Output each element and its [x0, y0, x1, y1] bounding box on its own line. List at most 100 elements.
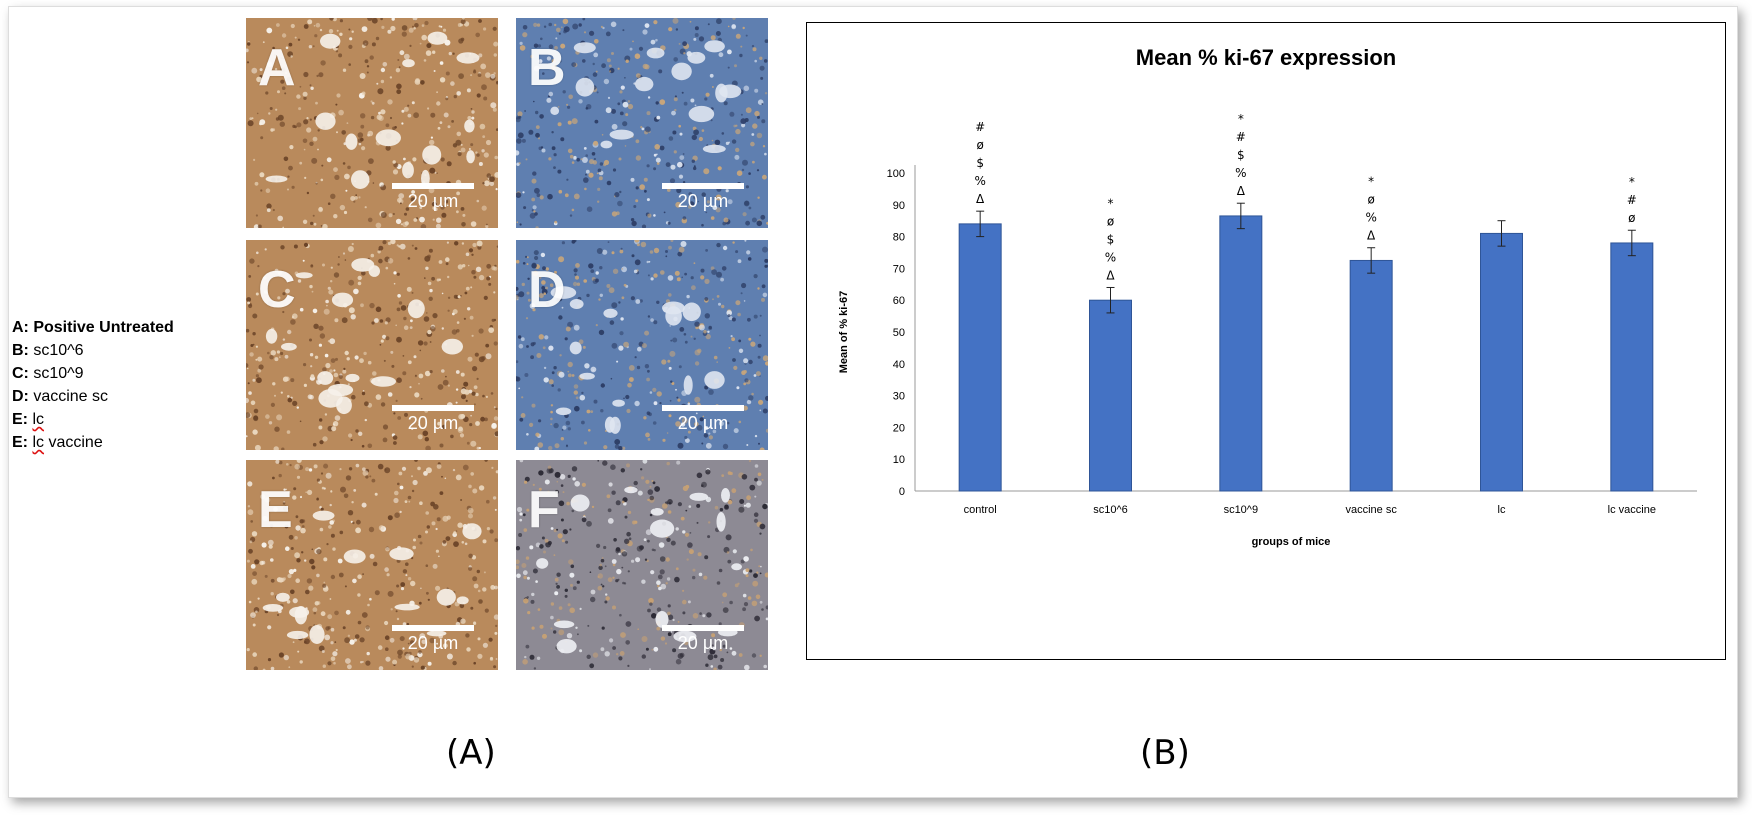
significance-marker: ø [1367, 193, 1374, 207]
y-tick-label: 20 [893, 422, 905, 434]
x-axis-label: groups of mice [1252, 536, 1331, 548]
scale-bar-line [392, 625, 474, 631]
significance-marker: * [1629, 175, 1635, 189]
significance-marker: * [1368, 175, 1374, 189]
scale-bar: 20 µm [392, 625, 474, 654]
caption-b: (B) [1140, 733, 1190, 773]
scale-bar: 20 µm [392, 405, 474, 434]
bar [1349, 259, 1393, 492]
chart-title: Mean % ki-67 expression [1136, 45, 1396, 70]
legend-item: D: vaccine sc [12, 385, 174, 408]
scale-bar-label: 20 µm [677, 191, 729, 211]
micrograph-panels: A 20 µm B 20 µm C 20 µm D 20 µm E 20 µm F 20 µm [246, 18, 786, 670]
micrograph-panel: A 20 µm [246, 18, 498, 228]
significance-marker: % [1105, 250, 1116, 264]
bar [958, 223, 1002, 492]
y-tick-label: 60 [893, 295, 905, 307]
legend-key: E: [12, 434, 33, 451]
significance-marker: # [975, 120, 985, 134]
micrograph-image [516, 18, 768, 228]
x-tick-label: lc vaccine [1608, 504, 1656, 516]
panel-legend: A: Positive Untreated B: sc10^6 C: sc10^9 D… [12, 316, 174, 454]
y-tick-label: 10 [893, 454, 905, 466]
y-tick-label: 80 [893, 232, 905, 244]
bar [1610, 242, 1654, 492]
panel-letter: D [528, 261, 566, 319]
significance-marker: $ [976, 156, 984, 170]
significance-marker: * [1108, 196, 1114, 210]
micrograph-panel: C 20 µm [246, 240, 498, 450]
micrograph-image [516, 240, 768, 450]
legend-key: B: [12, 342, 34, 359]
significance-marker: Δ [1367, 229, 1376, 243]
significance-marker: ø [1107, 214, 1114, 228]
chart-box: Mean % ki-67 expression 0 10 20 30 40 50 60 70 80… [806, 22, 1726, 660]
y-tick-label: 50 [893, 327, 905, 339]
scale-bar: 20 µm [662, 183, 744, 212]
legend-text: sc10^9 [33, 365, 84, 382]
micrograph-image [246, 460, 498, 670]
significance-marker: ø [1628, 211, 1635, 225]
legend-item: E: lc vaccine [12, 431, 174, 454]
y-tick-label: 40 [893, 359, 905, 371]
panel-letter: F [528, 481, 560, 539]
scale-bar: 20 µm [662, 405, 744, 434]
scale-bar: 20 µm [662, 625, 744, 654]
x-tick-label: sc10^6 [1093, 504, 1128, 516]
significance-marker: Δ [1237, 184, 1246, 198]
scale-bar: 20 µm [392, 183, 474, 212]
panel-letter: A [258, 39, 296, 97]
x-tick-label: sc10^9 [1224, 504, 1259, 516]
legend-item: B: sc10^6 [12, 339, 174, 362]
micrograph-panel: D 20 µm [516, 240, 768, 450]
legend-text: Positive Untreated [33, 319, 174, 336]
x-tick-label: lc [1498, 504, 1506, 516]
significance-marker: * [1238, 112, 1244, 126]
legend-text: lc vaccine [32, 434, 103, 451]
scale-bar-line [392, 405, 474, 411]
panel-letter: C [258, 261, 296, 319]
micrograph-panel: B 20 µm [516, 18, 768, 228]
y-tick-label: 0 [899, 486, 905, 498]
legend-item: E: lc [12, 408, 174, 431]
significance-marker: # [1627, 193, 1637, 207]
legend-item: A: Positive Untreated [12, 316, 174, 339]
scale-bar-line [662, 183, 744, 189]
scale-bar-line [392, 183, 474, 189]
panel-letter: B [528, 39, 566, 97]
micrograph-panel: E 20 µm [246, 460, 498, 670]
scale-bar-label: 20 µm [677, 413, 729, 433]
significance-marker: % [1235, 166, 1246, 180]
significance-marker: $ [1237, 148, 1245, 162]
bar-chart: Mean % ki-67 expression 0 10 20 30 40 50 60 70 80… [838, 45, 1697, 548]
scale-bar-label: 20 µm [677, 633, 729, 653]
scale-bar-line [662, 405, 744, 411]
bar [1219, 215, 1263, 492]
legend-item: C: sc10^9 [12, 362, 174, 385]
y-tick-label: 30 [893, 391, 905, 403]
scale-bar-label: 20 µm [407, 413, 459, 433]
bar [1089, 299, 1132, 492]
significance-marker: Δ [976, 192, 985, 206]
legend-text: sc10^6 [33, 342, 84, 359]
legend-key: C: [12, 365, 34, 382]
significance-marker: $ [1107, 232, 1115, 246]
caption-a: (A) [446, 733, 496, 773]
y-tick-label: 100 [887, 168, 905, 180]
legend-text: vaccine sc [33, 388, 109, 405]
bar [1480, 232, 1523, 492]
micrograph-image [516, 460, 768, 670]
significance-marker: # [1236, 130, 1246, 144]
x-tick-label: vaccine sc [1345, 504, 1397, 516]
micrograph-image [246, 18, 498, 228]
scale-bar-label: 20 µm [407, 633, 459, 653]
legend-text: lc [32, 411, 45, 428]
legend-key: D: [12, 388, 34, 405]
micrograph-image [246, 240, 498, 450]
panel-letter: E [258, 481, 293, 539]
significance-marker: Δ [1106, 268, 1115, 282]
scale-bar-line [662, 625, 744, 631]
legend-key: A: [12, 319, 34, 336]
legend-key: E: [12, 411, 33, 428]
y-tick-label: 70 [893, 263, 905, 275]
